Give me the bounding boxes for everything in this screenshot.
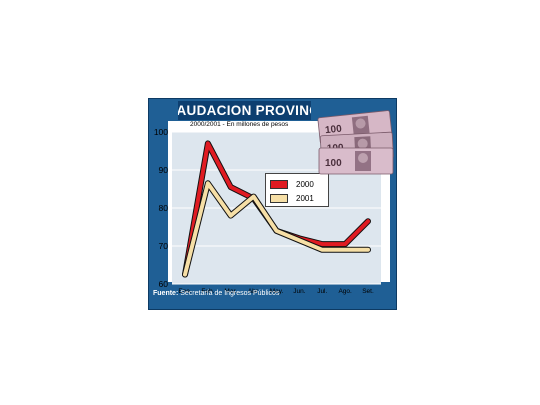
data-point-2001 xyxy=(321,249,324,251)
source-note: Fuente: Secretaría de Ingresos Públicos xyxy=(153,290,393,302)
data-point-2001 xyxy=(367,249,369,251)
y-tick-label: 100 xyxy=(154,127,168,137)
data-point-2001 xyxy=(344,249,346,251)
data-point-2001 xyxy=(275,230,278,232)
data-point-2000 xyxy=(367,220,369,223)
legend-swatch-2001 xyxy=(270,193,288,203)
x-tick-label: May. xyxy=(270,288,284,295)
chart-title: RECAUDACION PROVINCIAL xyxy=(178,101,311,120)
data-point-2000 xyxy=(207,142,209,145)
data-point-2001 xyxy=(229,214,232,217)
data-point-2000 xyxy=(229,186,232,188)
y-tick-label: 60 xyxy=(159,279,169,289)
data-point-2001 xyxy=(252,195,255,198)
svg-text:100: 100 xyxy=(325,123,343,136)
x-tick-label: Set. xyxy=(362,288,374,295)
source-text: Secretaría de Ingresos Públicos xyxy=(180,290,280,297)
y-tick-label: 70 xyxy=(159,241,169,251)
source-label: Fuente: xyxy=(153,290,179,297)
legend-label-2001: 2001 xyxy=(296,193,314,203)
data-point-2001 xyxy=(207,182,209,185)
chart-subtitle: 2000/2001 - En millones de pesos xyxy=(190,121,289,128)
x-tick-label: Ago. xyxy=(338,288,352,295)
legend-item-2001: 2001 xyxy=(270,192,314,204)
x-tick-label: Feb. xyxy=(201,288,214,295)
x-tick-label: Ene. xyxy=(178,288,192,295)
x-tick-label: Abr. xyxy=(248,288,260,295)
data-point-2000 xyxy=(321,243,324,245)
data-point-2001 xyxy=(184,273,186,276)
legend-label-2000: 2000 xyxy=(296,179,314,189)
peso-banknotes-icon: 100 100 100 xyxy=(317,110,394,175)
x-tick-label: Jul. xyxy=(317,288,327,295)
x-tick-label: Jun. xyxy=(293,288,305,295)
x-tick-label: Mar. xyxy=(224,288,237,295)
legend-swatch-2000 xyxy=(270,179,288,189)
data-point-2001 xyxy=(298,239,301,242)
y-tick-label: 80 xyxy=(159,203,169,213)
y-tick-label: 90 xyxy=(159,165,169,175)
legend-item-2000: 2000 xyxy=(270,178,314,190)
legend: 2000 2001 xyxy=(265,173,329,207)
svg-text:100: 100 xyxy=(325,158,342,169)
data-point-2000 xyxy=(344,243,346,245)
